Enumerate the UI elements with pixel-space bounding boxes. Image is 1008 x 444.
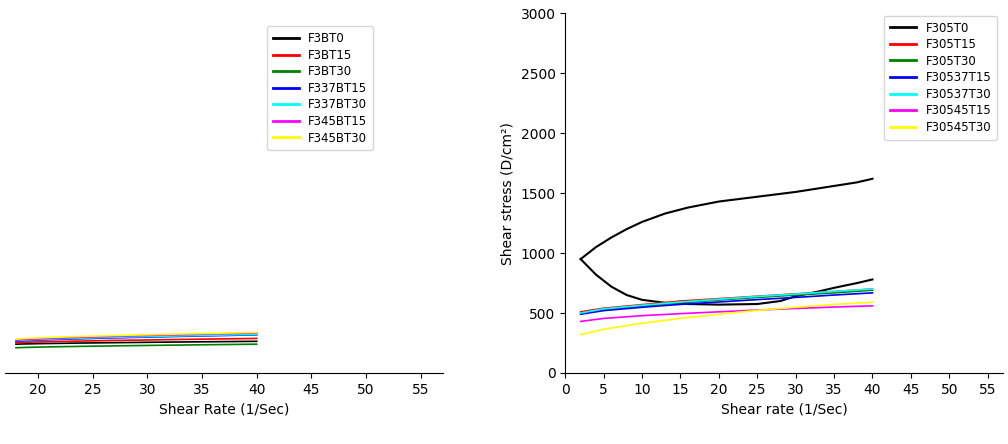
X-axis label: Shear rate (1/Sec): Shear rate (1/Sec) [721,402,848,416]
Y-axis label: Shear stress (D/cm²): Shear stress (D/cm²) [501,122,515,265]
Legend: F305T0, F305T15, F305T30, F30537T15, F30537T30, F30545T15, F30545T30: F305T0, F305T15, F305T30, F30537T15, F30… [884,16,997,140]
Legend: F3BT0, F3BT15, F3BT30, F337BT15, F337BT30, F345BT15, F345BT30: F3BT0, F3BT15, F3BT30, F337BT15, F337BT3… [267,26,373,151]
X-axis label: Shear Rate (1/Sec): Shear Rate (1/Sec) [158,402,289,416]
